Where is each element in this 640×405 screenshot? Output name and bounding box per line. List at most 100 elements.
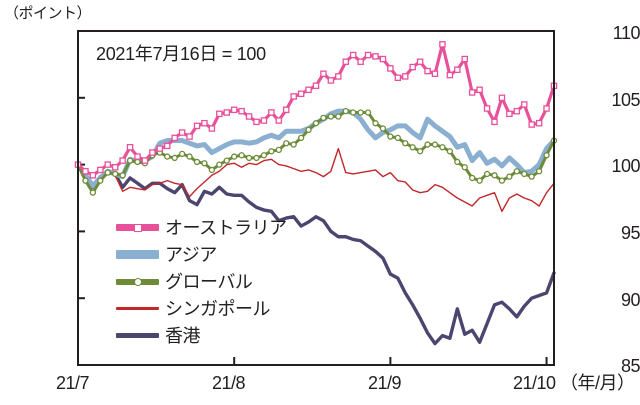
data-point-marker bbox=[454, 66, 461, 73]
legend-marker-square bbox=[133, 223, 142, 232]
data-point-marker bbox=[513, 107, 521, 115]
data-point-marker bbox=[469, 174, 476, 182]
y-tick-95: 95 bbox=[620, 223, 640, 243]
data-point-marker bbox=[238, 107, 245, 115]
legend-label-singapore-sibling: グローバル bbox=[165, 271, 253, 292]
plot-frame-overlay bbox=[77, 30, 555, 366]
data-point-marker bbox=[268, 109, 275, 116]
data-point-marker bbox=[372, 120, 379, 127]
data-point-marker bbox=[245, 113, 253, 120]
data-point-marker bbox=[231, 153, 238, 160]
y-tick-110: 110 bbox=[612, 23, 640, 43]
legend-label-singapore: シンガポール bbox=[165, 298, 271, 319]
data-point-marker bbox=[186, 133, 193, 140]
data-point-marker bbox=[253, 154, 260, 162]
data-point-marker bbox=[521, 101, 528, 108]
legend-marker-circle bbox=[133, 277, 142, 286]
data-point-marker bbox=[119, 172, 126, 179]
series-line bbox=[77, 147, 555, 213]
data-point-marker bbox=[394, 134, 401, 142]
legend-swatch-hongkong bbox=[116, 328, 159, 344]
data-point-marker bbox=[112, 170, 119, 178]
data-point-marker bbox=[528, 173, 535, 180]
data-point-marker bbox=[283, 140, 290, 147]
data-point-marker bbox=[216, 110, 223, 118]
data-point-marker bbox=[349, 51, 357, 59]
data-point-marker bbox=[156, 145, 164, 152]
data-point-marker bbox=[357, 58, 364, 65]
data-point-marker bbox=[431, 141, 439, 148]
legend-swatch-australia bbox=[116, 220, 159, 236]
data-point-marker bbox=[268, 148, 275, 155]
data-point-marker bbox=[305, 86, 312, 94]
data-point-marker bbox=[275, 146, 282, 154]
data-point-marker bbox=[506, 110, 513, 118]
data-point-marker bbox=[89, 189, 97, 196]
data-point-marker bbox=[387, 65, 394, 72]
data-point-marker bbox=[409, 63, 416, 71]
legend-item-singapore: シンガポール bbox=[116, 295, 287, 322]
data-point-marker bbox=[134, 158, 141, 166]
series-シンガポール bbox=[77, 147, 555, 213]
data-point-marker bbox=[126, 143, 134, 151]
data-point-marker bbox=[342, 108, 349, 115]
data-point-marker bbox=[409, 144, 416, 151]
data-point-marker bbox=[97, 177, 104, 184]
data-point-marker bbox=[149, 149, 156, 156]
data-point-marker bbox=[439, 144, 446, 151]
data-point-marker bbox=[372, 53, 379, 60]
data-point-marker bbox=[238, 152, 245, 159]
data-point-marker bbox=[297, 90, 305, 98]
data-point-marker bbox=[387, 133, 394, 140]
chart-legend: オーストラリア アジア グローバル シンガポール 香港 bbox=[116, 214, 287, 349]
data-point-marker bbox=[535, 168, 543, 175]
data-point-marker bbox=[543, 152, 550, 159]
data-point-marker bbox=[320, 114, 327, 121]
data-point-marker bbox=[230, 106, 238, 114]
data-point-marker bbox=[290, 141, 297, 148]
data-point-marker bbox=[82, 168, 89, 175]
data-point-marker bbox=[97, 166, 104, 174]
data-point-marker bbox=[476, 86, 483, 94]
data-point-marker bbox=[506, 173, 513, 180]
data-point-marker bbox=[454, 158, 461, 166]
data-point-marker bbox=[82, 177, 89, 184]
data-point-marker bbox=[312, 120, 320, 127]
y-tick-100: 100 bbox=[611, 156, 640, 176]
data-point-marker bbox=[491, 172, 498, 179]
legend-item-asia: アジア bbox=[116, 241, 287, 268]
data-point-marker bbox=[394, 74, 402, 82]
data-point-marker bbox=[297, 134, 305, 142]
data-point-marker bbox=[245, 154, 253, 162]
legend-line-hongkong bbox=[116, 333, 159, 338]
data-point-marker bbox=[513, 168, 520, 175]
data-point-marker bbox=[498, 94, 506, 102]
data-point-marker bbox=[350, 109, 357, 116]
data-point-marker bbox=[119, 157, 126, 164]
series-グローバル bbox=[74, 108, 558, 196]
y-tick-105: 105 bbox=[611, 90, 640, 110]
data-point-marker bbox=[431, 70, 439, 78]
data-point-marker bbox=[342, 58, 349, 65]
data-point-marker bbox=[223, 109, 230, 116]
data-point-marker bbox=[171, 134, 178, 142]
data-point-marker bbox=[446, 148, 454, 155]
data-point-marker bbox=[104, 161, 112, 168]
data-point-marker bbox=[178, 129, 186, 136]
legend-swatch-global bbox=[116, 274, 159, 290]
data-point-marker bbox=[178, 150, 186, 158]
legend-item-global: グローバル bbox=[116, 268, 287, 295]
data-point-marker bbox=[305, 126, 312, 134]
legend-label-asia: アジア bbox=[165, 244, 217, 265]
legend-line-singapore bbox=[116, 307, 159, 310]
data-point-marker bbox=[193, 158, 201, 166]
data-point-marker bbox=[171, 154, 178, 162]
data-point-marker bbox=[364, 109, 372, 116]
data-point-marker bbox=[491, 118, 498, 126]
data-point-marker bbox=[290, 93, 297, 100]
data-point-marker bbox=[416, 58, 424, 65]
data-point-marker bbox=[483, 105, 491, 112]
data-point-marker bbox=[208, 166, 216, 174]
data-point-marker bbox=[364, 51, 372, 59]
data-point-marker bbox=[335, 73, 342, 80]
